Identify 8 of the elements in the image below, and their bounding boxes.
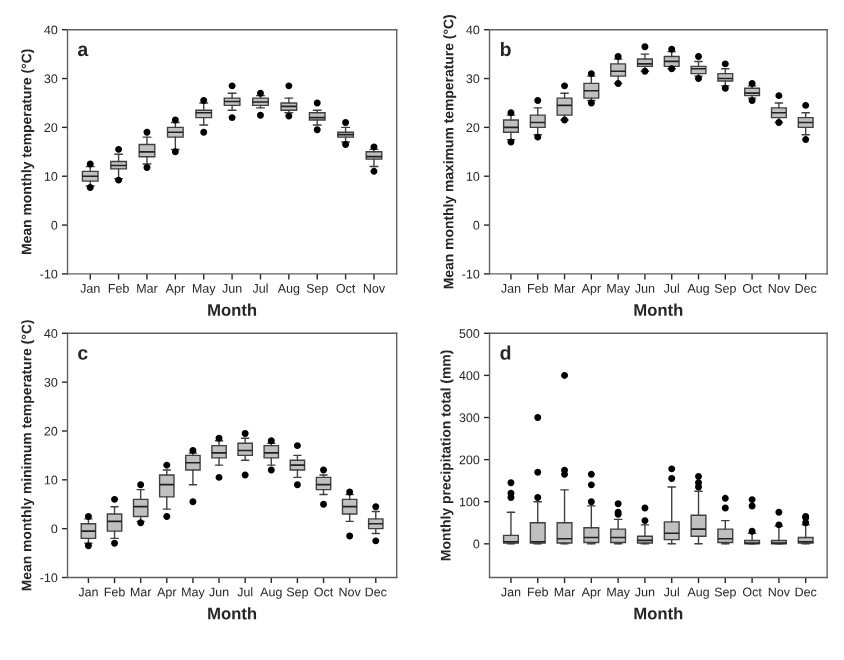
x-axis-title: Month — [634, 607, 683, 620]
x-axis-title: Month — [208, 607, 257, 620]
annotation: b — [500, 41, 511, 57]
x-axis-title: Month — [634, 303, 683, 316]
annotation: c — [78, 349, 88, 360]
annotation: a — [77, 45, 89, 57]
x-axis-title: Month — [208, 303, 257, 316]
annotation: d — [500, 345, 511, 360]
